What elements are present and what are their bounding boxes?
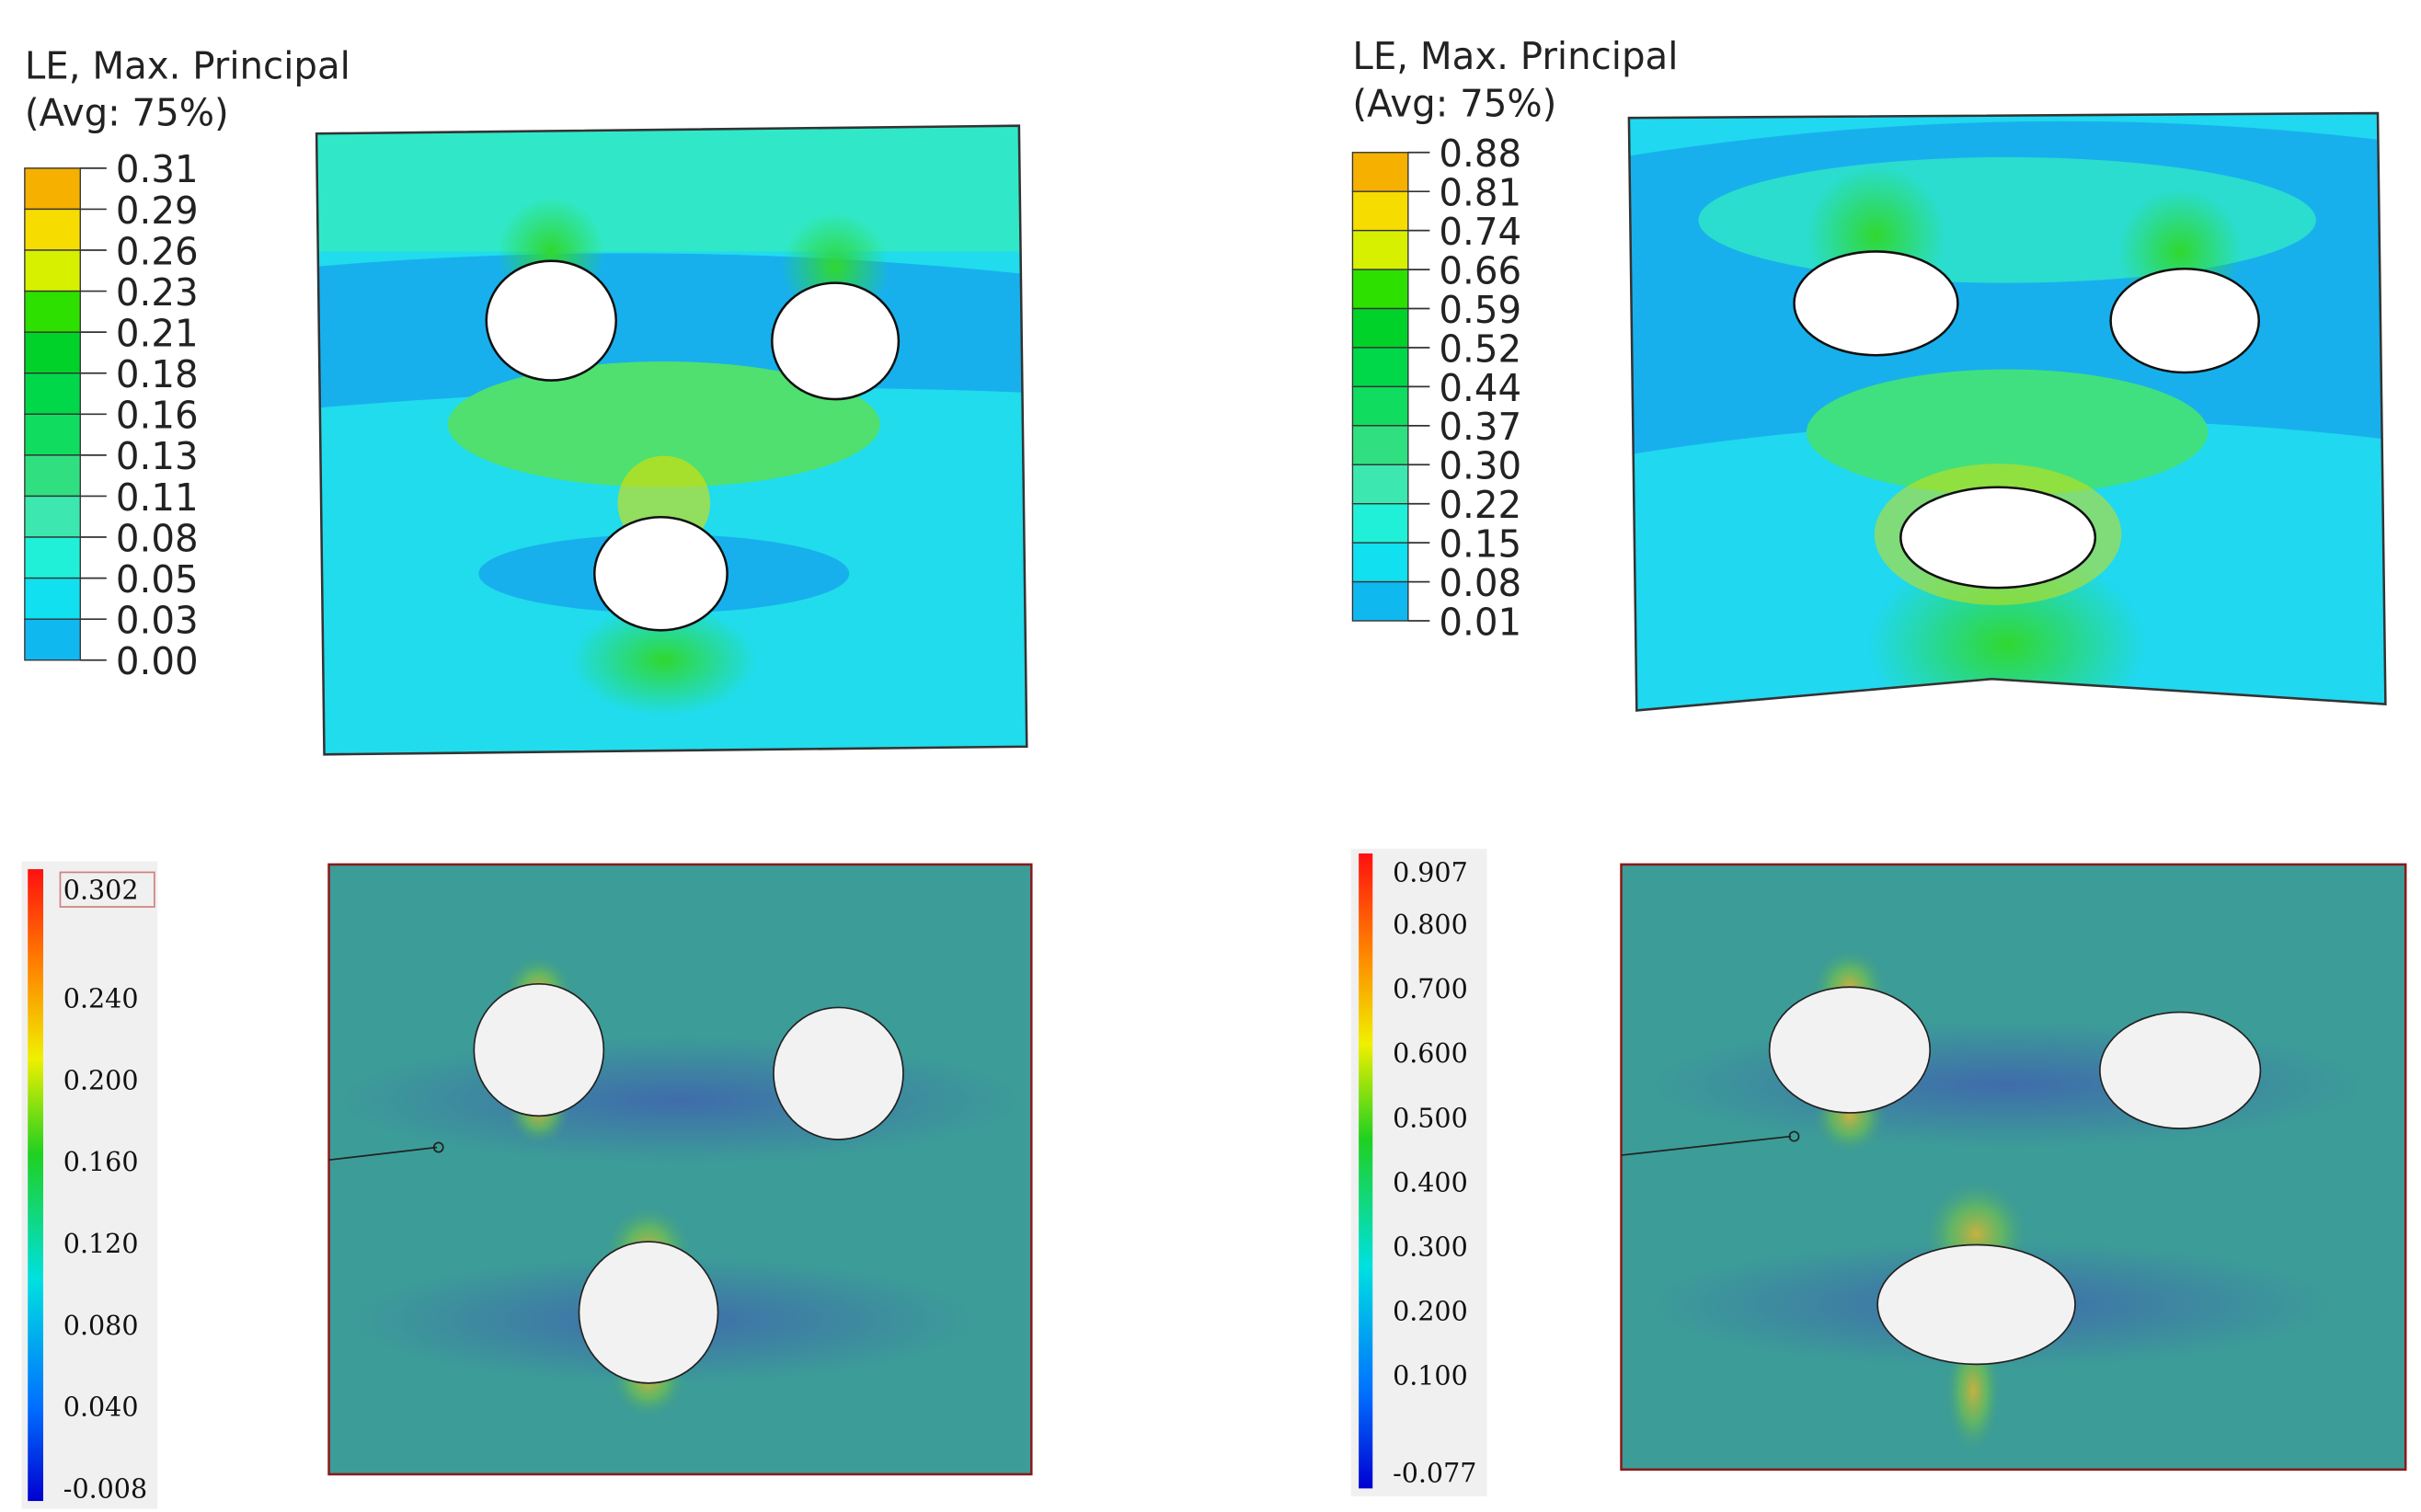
colorbar-band (24, 290, 81, 333)
legend-label: 0.59 (1439, 288, 1521, 332)
legend-label: 0.700 (1393, 973, 1468, 1004)
legend-label: 0.240 (63, 982, 139, 1014)
contour-plot (316, 125, 1027, 755)
legend-label: 0.300 (1393, 1231, 1468, 1262)
colorbar-band (24, 208, 81, 251)
legend-label: 0.44 (1439, 365, 1521, 409)
legend-label: 0.160 (63, 1146, 139, 1177)
colorbar-band (24, 249, 81, 292)
legend-label: 0.15 (1439, 521, 1521, 566)
legend-label: 0.30 (1439, 443, 1521, 487)
colorbar-band (1351, 542, 1409, 583)
legend-label: 0.23 (116, 270, 199, 315)
legend-label: 0.81 (1439, 170, 1521, 214)
legend-subtitle: (Avg: 75%) (1352, 81, 1556, 125)
legend-label: 0.01 (1439, 600, 1521, 644)
legend-label: 0.400 (1393, 1166, 1468, 1197)
contour-plot (1628, 113, 2386, 711)
colorbar-band (1351, 307, 1409, 349)
colorbar-band (24, 495, 81, 538)
colorbar-band (1351, 190, 1409, 232)
colorbar: 0.310.290.260.230.210.180.160.130.110.08… (24, 147, 199, 683)
colorbar-band (24, 331, 81, 374)
colorbar-band (24, 577, 81, 620)
colorbar-band (1351, 347, 1409, 388)
legend-label: 0.00 (116, 639, 199, 683)
legend-label: 0.03 (116, 598, 199, 642)
legend-label: 0.05 (116, 557, 199, 601)
legend-label: 0.26 (116, 229, 199, 273)
legend-label: 0.13 (116, 434, 199, 478)
legend-label: -0.077 (1393, 1457, 1476, 1488)
legend-label: 0.500 (1393, 1102, 1468, 1133)
contour-plot (1621, 864, 2406, 1470)
legend-label: 0.37 (1439, 405, 1521, 449)
legend-title: LE, Max. Principal (25, 43, 350, 87)
legend-label: 0.22 (1439, 483, 1521, 527)
colorbar-band (1351, 464, 1409, 505)
legend-label: 0.600 (1393, 1037, 1468, 1069)
legend-label: 0.200 (1393, 1295, 1468, 1326)
colorbar-band (1351, 503, 1409, 544)
colorbar-band (24, 618, 81, 661)
colorbar-band (1351, 425, 1409, 465)
legend-label: 0.800 (1393, 909, 1468, 940)
legend-subtitle: (Avg: 75%) (25, 90, 229, 134)
legend-label: 0.88 (1439, 132, 1521, 176)
colorbar-band (1351, 269, 1409, 310)
colorbar (28, 869, 43, 1502)
colorbar-band (24, 413, 81, 456)
legend-label: 0.120 (63, 1228, 139, 1259)
legend-label: 0.18 (116, 352, 199, 396)
panel: 0.302 0.240 0.200 0.160 0.120 0.080 0.040 -0.00… (21, 861, 1033, 1509)
colorbar (1359, 853, 1373, 1489)
contour-plot (328, 864, 1032, 1474)
legend-label: 0.040 (63, 1392, 139, 1423)
legend-label: 0.302 (63, 874, 139, 905)
colorbar-band (1351, 229, 1409, 270)
colorbar-band (24, 536, 81, 579)
colorbar: 0.880.810.740.660.590.520.440.370.300.22… (1351, 132, 1521, 645)
legend-label: 0.08 (1439, 561, 1521, 605)
legend-label: 0.100 (1393, 1359, 1468, 1391)
legend-label: 0.52 (1439, 326, 1521, 371)
legend-label: 0.08 (116, 516, 199, 560)
legend-label: 0.74 (1439, 210, 1521, 254)
legend-label: 0.080 (63, 1310, 139, 1341)
colorbar-band (1351, 580, 1409, 622)
legend-label: 0.29 (116, 188, 199, 232)
colorbar-band (1351, 385, 1409, 427)
legend-label: 0.11 (116, 475, 199, 519)
legend-label: 0.16 (116, 393, 199, 437)
panel: LE, Max. Principal (Avg: 75%) 0.310.290.… (24, 43, 1028, 756)
legend-label: 0.907 (1393, 856, 1468, 888)
legend-label: 0.21 (116, 311, 199, 355)
colorbar-band (24, 454, 81, 498)
panel: 0.907 0.800 0.700 0.600 0.500 0.400 0.300 0.200… (1350, 848, 2407, 1496)
colorbar-band (24, 372, 81, 415)
legend-label: 0.66 (1439, 248, 1521, 292)
legend-label: 0.31 (116, 147, 199, 191)
legend-label: 0.200 (63, 1064, 139, 1095)
legend-label: -0.008 (63, 1472, 147, 1504)
legend-title: LE, Max. Principal (1352, 34, 1678, 78)
panel: LE, Max. Principal (Avg: 75%) 0.880.810.… (1351, 34, 2387, 712)
colorbar-band (1351, 152, 1409, 192)
colorbar-band (24, 167, 81, 211)
